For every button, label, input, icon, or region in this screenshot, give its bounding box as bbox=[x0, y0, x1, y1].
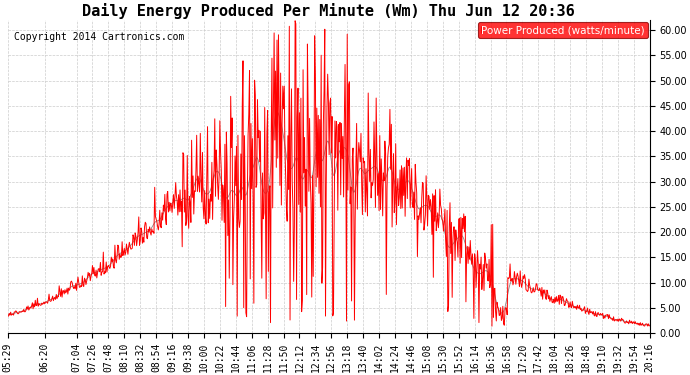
Legend: Power Produced (watts/minute): Power Produced (watts/minute) bbox=[477, 22, 648, 38]
Text: Copyright 2014 Cartronics.com: Copyright 2014 Cartronics.com bbox=[14, 33, 184, 42]
Title: Daily Energy Produced Per Minute (Wm) Thu Jun 12 20:36: Daily Energy Produced Per Minute (Wm) Th… bbox=[82, 3, 575, 19]
